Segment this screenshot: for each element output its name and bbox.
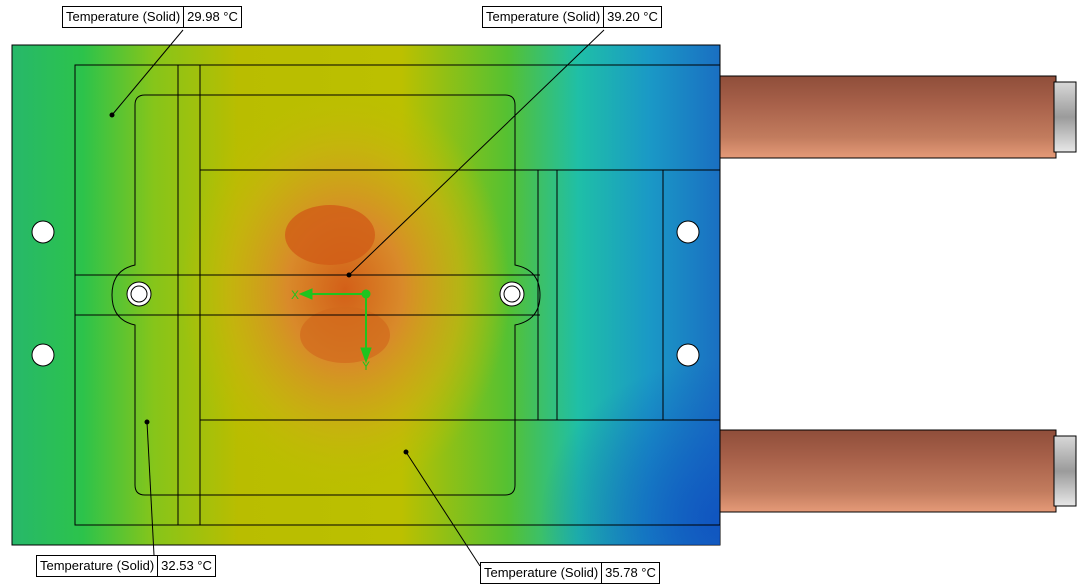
probe-value: 35.78 °C [605,565,656,580]
probe-quantity: Temperature (Solid) [37,556,159,576]
probe-label-2[interactable]: Temperature (Solid) 39.20 °C [482,6,662,28]
probe-quantity: Temperature (Solid) [63,7,185,27]
probe-value: 32.53 °C [161,558,212,573]
pipe-top [717,75,1077,159]
cold-plate [11,44,721,546]
coordinate-triad: X Y [291,288,372,373]
plate-outline [74,64,721,526]
probe-label-1[interactable]: Temperature (Solid) 29.98 °C [62,6,242,28]
probe-value: 29.98 °C [187,9,238,24]
triad-y-label: Y [362,359,370,373]
pipe-bottom [717,429,1077,513]
probe-label-4[interactable]: Temperature (Solid) 35.78 °C [480,562,660,584]
probe-quantity: Temperature (Solid) [483,7,605,27]
probe-quantity: Temperature (Solid) [481,563,603,583]
probe-leaders [109,29,605,567]
probe-label-3[interactable]: Temperature (Solid) 32.53 °C [36,555,216,577]
triad-x-label: X [291,288,299,302]
probe-value: 39.20 °C [607,9,658,24]
